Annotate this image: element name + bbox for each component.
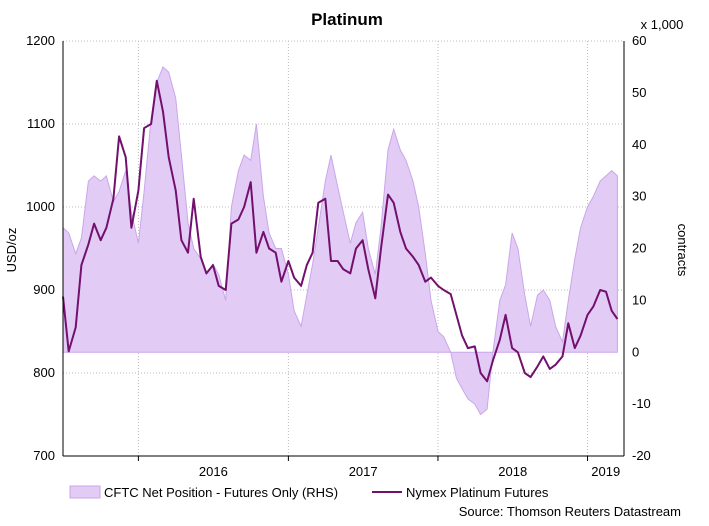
legend-label-platinum: Nymex Platinum Futures	[406, 485, 549, 500]
right-tick-label: 50	[632, 85, 646, 100]
right-tick-label: 60	[632, 33, 646, 48]
source-note: Source: Thomson Reuters Datastream	[459, 504, 681, 519]
axes	[62, 41, 625, 461]
left-tick-label: 1100	[27, 116, 55, 131]
right-tick-label: -10	[632, 396, 651, 411]
chart-title: Platinum	[311, 10, 383, 29]
right-tick-label: 20	[632, 241, 646, 256]
x-tick-label: 2018	[498, 464, 527, 479]
x-tick-label: 2017	[349, 464, 378, 479]
left-axis-title: USD/oz	[4, 228, 19, 273]
left-tick-label: 900	[33, 282, 55, 297]
right-tick-label: 40	[632, 137, 646, 152]
legend-label-cftc: CFTC Net Position - Futures Only (RHS)	[104, 485, 338, 500]
right-axis-title: contracts	[675, 224, 690, 277]
left-tick-label: 700	[33, 448, 55, 463]
right-tick-label: 10	[632, 292, 646, 307]
left-tick-label: 1200	[26, 33, 55, 48]
nymex-platinum-line	[62, 79, 619, 383]
cftc-area-layer	[62, 66, 618, 416]
legend-swatch-cftc	[69, 485, 101, 499]
legend: CFTC Net Position - Futures Only (RHS) N…	[69, 485, 549, 500]
right-tick-label: 0	[632, 344, 639, 359]
right-axis-multiplier: x 1,000	[641, 17, 684, 32]
x-tick-label: 2019	[591, 464, 620, 479]
x-tick-label: 2016	[199, 464, 228, 479]
right-tick-label: -20	[632, 448, 651, 463]
left-tick-label: 1000	[26, 199, 55, 214]
platinum-line-layer	[62, 79, 619, 383]
right-tick-label: 30	[632, 189, 646, 204]
left-tick-label: 800	[33, 365, 55, 380]
tick-labels: 1200 1100 1000 900 800 700 60 50 40 30 20 10 0 -10 -20…	[26, 33, 651, 479]
cftc-net-position-area	[62, 66, 618, 416]
